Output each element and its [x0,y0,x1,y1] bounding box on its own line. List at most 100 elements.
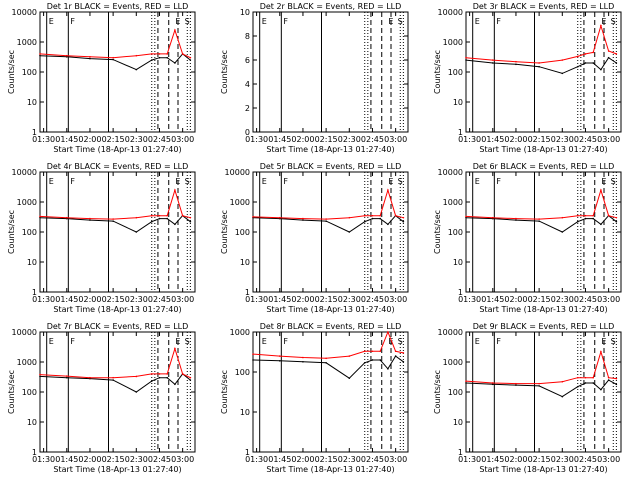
lld-point [135,54,138,57]
events-point [561,395,564,398]
y-tick-label: 10 [27,418,37,427]
event-marker-label: S [398,177,403,186]
lld-point [515,382,517,385]
x-tick-label: 02:30 [338,455,361,464]
y-tick-label: 10000 [12,8,37,17]
event-marker-label: F [496,17,501,26]
y-tick-label: 1000 [17,358,37,367]
events-point [363,361,366,364]
x-tick-label: 02:30 [125,295,148,304]
y-axis-label: Counts/sec [433,370,442,414]
y-tick-label: 1000 [230,328,250,337]
panel-9: Det 9r BLACK = Events, RED = LLD 1 10 100 10… [433,322,622,474]
y-tick-label: 1 [458,128,463,137]
lld-point [302,356,304,359]
plot-frame [39,171,196,293]
event-marker-label: S [611,337,616,346]
lld-point [181,214,184,217]
x-tick-label: 02:15 [102,295,125,304]
x-tick-label: 02:00 [291,295,314,304]
lld-point [515,60,517,63]
lld-point [387,331,389,333]
events-point [607,56,610,59]
x-tick-label: 02:15 [315,455,338,464]
x-axis-label: Start Time (18-Apr-13 01:27:40) [479,465,607,474]
event-marker-label: E [49,337,54,346]
x-tick-label: 02:30 [338,295,361,304]
events-point [561,72,564,75]
x-tick-label: 02:15 [315,295,338,304]
x-axis-label: Start Time (18-Apr-13 01:27:40) [479,145,607,154]
x-tick-label: 02:15 [528,455,551,464]
events-point [600,68,602,71]
lld-point [348,355,351,357]
lld-point [402,352,405,354]
events-point [371,217,374,220]
x-tick-label: 01:45 [481,455,504,464]
lld-point [538,218,540,220]
x-axis-label: Start Time (18-Apr-13 01:27:40) [266,465,394,474]
events-point [158,376,161,379]
event-marker-label: S [398,337,403,346]
event-marker-label: F [70,337,75,346]
y-tick-label: 100 [22,68,37,77]
lld-point [65,54,68,57]
lld-point [600,24,602,27]
lld-series-line [39,346,191,379]
x-axis-label: Start Time (18-Apr-13 01:27:40) [53,145,181,154]
y-tick-label: 100 [235,228,250,237]
y-tick-label: 10 [453,98,463,107]
lld-point [561,59,564,61]
y-tick-label: 1000 [443,38,463,47]
lld-point [600,350,602,353]
lld-point [39,215,41,218]
lld-point [158,214,161,217]
lld-point [561,380,564,383]
x-tick-label: 01:45 [481,135,504,144]
x-tick-label: 02:45 [574,135,597,144]
x-tick-label: 02:15 [528,135,551,144]
lld-point [491,59,494,61]
events-point [592,382,594,384]
y-tick-label: 10 [453,258,463,267]
events-series-line [39,53,191,71]
lld-point [158,373,161,375]
y-axis-label: Counts/sec [220,50,229,94]
x-tick-label: 02:00 [291,135,314,144]
lld-point [387,189,389,191]
events-point [465,216,467,219]
x-tick-label: 03:00 [171,295,194,304]
y-axis-label: Counts/sec [7,210,16,254]
events-point [584,62,587,64]
y-tick-label: 1000 [17,198,37,207]
x-tick-label: 03:00 [384,455,407,464]
lld-point [584,53,587,55]
events-point [348,231,351,233]
panel-title: Det 1r BLACK = Events, RED = LLD [47,2,189,11]
x-tick-label: 02:00 [291,455,314,464]
lld-point [65,375,68,377]
events-point [584,382,587,384]
plot-frame [465,331,622,453]
y-tick-label: 10 [453,418,463,427]
lld-point [112,218,114,220]
y-tick-label: 100 [448,388,463,397]
x-tick-label: 01:45 [55,455,78,464]
x-tick-label: 01:30 [32,295,55,304]
events-point [615,220,618,223]
lld-point [189,376,192,379]
events-point [89,219,91,221]
x-tick-label: 02:30 [125,455,148,464]
lld-point [189,216,192,219]
lld-point [150,373,153,375]
x-tick-label: 02:00 [504,455,527,464]
events-point [615,383,618,386]
panel-title: Det 8r BLACK = Events, RED = LLD [260,322,402,331]
y-tick-label: 10 [240,408,250,417]
lld-point [576,55,579,58]
lld-point [465,215,467,218]
x-tick-label: 02:45 [361,135,384,144]
events-point [112,58,114,61]
event-marker-label: E [388,17,393,26]
event-marker-label: E [475,177,480,186]
